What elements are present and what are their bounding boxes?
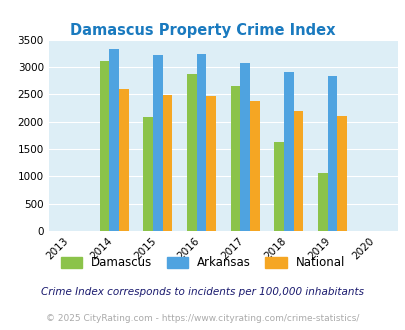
- Bar: [337, 116, 346, 231]
- Text: Damascus Property Crime Index: Damascus Property Crime Index: [70, 23, 335, 38]
- Legend: Damascus, Arkansas, National: Damascus, Arkansas, National: [55, 252, 350, 274]
- Bar: [249, 101, 259, 231]
- Bar: [274, 143, 283, 231]
- Bar: [187, 74, 196, 231]
- Bar: [230, 86, 240, 231]
- Bar: [162, 95, 172, 231]
- Bar: [153, 55, 162, 231]
- Bar: [143, 117, 153, 231]
- Bar: [240, 63, 249, 231]
- Text: © 2025 CityRating.com - https://www.cityrating.com/crime-statistics/: © 2025 CityRating.com - https://www.city…: [46, 314, 359, 323]
- Bar: [327, 76, 337, 231]
- Bar: [206, 96, 215, 231]
- Bar: [317, 173, 327, 231]
- Bar: [100, 61, 109, 231]
- Bar: [119, 89, 128, 231]
- Bar: [293, 111, 303, 231]
- Text: Crime Index corresponds to incidents per 100,000 inhabitants: Crime Index corresponds to incidents per…: [41, 287, 364, 297]
- Bar: [196, 54, 206, 231]
- Bar: [283, 72, 293, 231]
- Bar: [109, 50, 119, 231]
